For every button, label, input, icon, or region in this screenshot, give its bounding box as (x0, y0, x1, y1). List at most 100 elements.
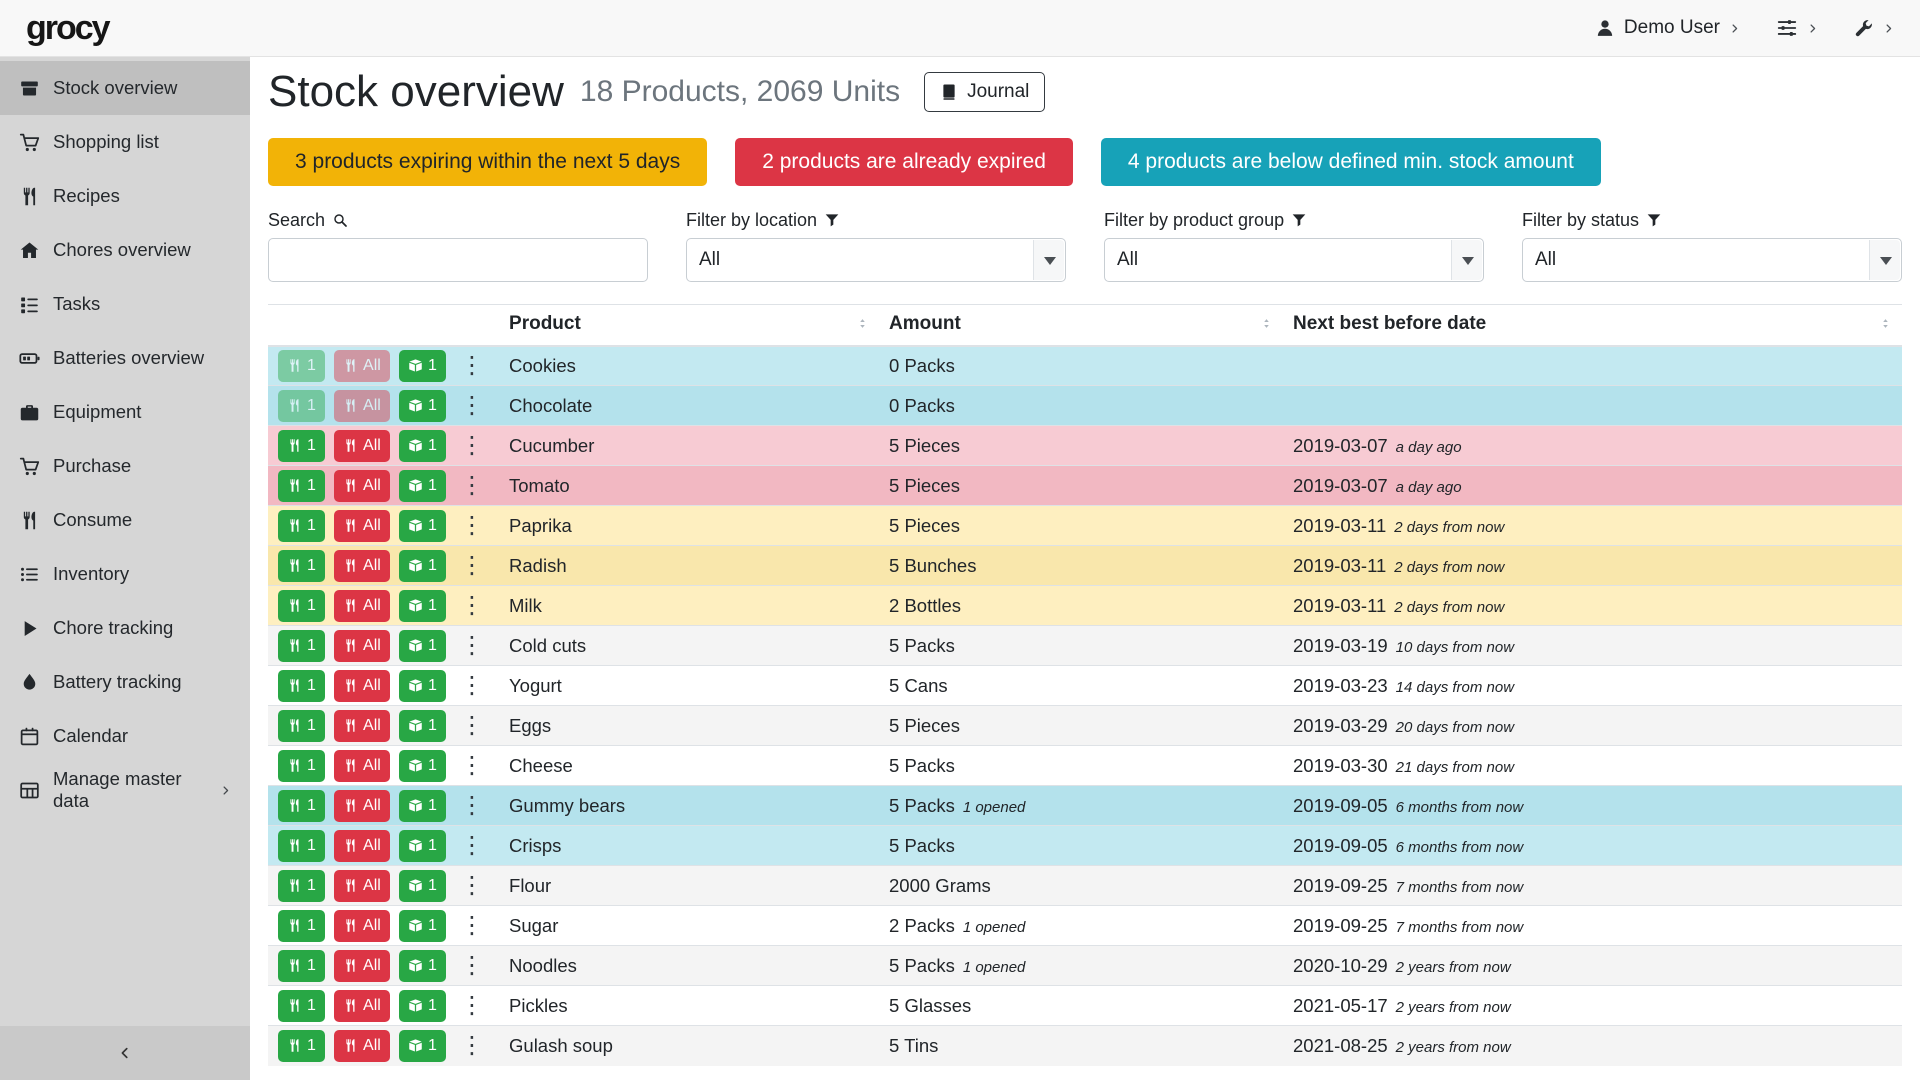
column-header-amount[interactable]: Amount (879, 303, 1284, 347)
row-menu-button[interactable]: ⋮ (455, 713, 489, 738)
consume-one-button[interactable]: 1 (278, 589, 325, 622)
consume-all-button[interactable]: All (334, 989, 390, 1022)
settings-menu[interactable] (1776, 17, 1818, 39)
consume-all-button[interactable]: All (334, 629, 390, 662)
search-input[interactable] (268, 237, 648, 282)
consume-all-button[interactable]: All (334, 829, 390, 862)
open-one-button[interactable]: 1 (398, 1029, 446, 1062)
consume-all-button[interactable]: All (334, 549, 390, 582)
row-menu-button[interactable]: ⋮ (455, 1033, 489, 1058)
open-one-button[interactable]: 1 (398, 549, 446, 582)
status-filter-select[interactable]: All (1522, 237, 1902, 282)
consume-all-button[interactable]: All (334, 1029, 390, 1062)
open-one-button[interactable]: 1 (398, 389, 446, 422)
sidebar-item-batteries-overview[interactable]: Batteries overview (0, 331, 250, 385)
consume-one-button[interactable]: 1 (278, 949, 325, 982)
column-header-product[interactable]: Product (499, 303, 880, 347)
consume-all-button[interactable]: All (334, 389, 390, 422)
sidebar-item-shopping-list[interactable]: Shopping list (0, 115, 250, 169)
consume-one-button[interactable]: 1 (278, 629, 325, 662)
open-one-button[interactable]: 1 (398, 429, 446, 462)
consume-all-button[interactable]: All (334, 669, 390, 702)
open-one-button[interactable]: 1 (398, 989, 446, 1022)
alert-danger[interactable]: 2 products are already expired (735, 137, 1073, 186)
sidebar-item-calendar[interactable]: Calendar (0, 709, 250, 763)
consume-all-button[interactable]: All (334, 709, 390, 742)
row-menu-button[interactable]: ⋮ (455, 633, 489, 658)
alert-info[interactable]: 4 products are below defined min. stock … (1100, 137, 1601, 186)
consume-one-button[interactable]: 1 (278, 669, 325, 702)
consume-all-button[interactable]: All (334, 949, 390, 982)
consume-one-button[interactable]: 1 (278, 549, 325, 582)
open-one-button[interactable]: 1 (398, 829, 446, 862)
row-menu-button[interactable]: ⋮ (455, 673, 489, 698)
open-one-button[interactable]: 1 (398, 869, 446, 902)
consume-one-button[interactable]: 1 (278, 349, 325, 382)
row-menu-button[interactable]: ⋮ (455, 593, 489, 618)
open-one-button[interactable]: 1 (398, 509, 446, 542)
consume-one-button[interactable]: 1 (278, 989, 325, 1022)
sidebar-item-battery-tracking[interactable]: Battery tracking (0, 655, 250, 709)
sidebar-item-chore-tracking[interactable]: Chore tracking (0, 601, 250, 655)
consume-one-button[interactable]: 1 (278, 789, 325, 822)
sort-icon[interactable] (1260, 315, 1273, 332)
sort-icon[interactable] (1879, 315, 1892, 332)
row-menu-button[interactable]: ⋮ (455, 553, 489, 578)
consume-one-button[interactable]: 1 (278, 1029, 325, 1062)
open-one-button[interactable]: 1 (398, 469, 446, 502)
sidebar-item-manage-master-data[interactable]: Manage master data (0, 763, 250, 817)
consume-one-button[interactable]: 1 (278, 469, 325, 502)
sidebar-item-stock-overview[interactable]: Stock overview (0, 61, 250, 115)
alert-warning[interactable]: 3 products expiring within the next 5 da… (268, 137, 708, 186)
product-group-filter-select[interactable]: All (1104, 237, 1484, 282)
open-one-button[interactable]: 1 (398, 669, 446, 702)
sidebar-item-chores-overview[interactable]: Chores overview (0, 223, 250, 277)
open-one-button[interactable]: 1 (398, 909, 446, 942)
consume-all-button[interactable]: All (334, 789, 390, 822)
sidebar-item-purchase[interactable]: Purchase (0, 439, 250, 493)
row-menu-button[interactable]: ⋮ (455, 513, 489, 538)
consume-all-button[interactable]: All (334, 429, 390, 462)
sidebar-item-consume[interactable]: Consume (0, 493, 250, 547)
column-header-next-best-before-date[interactable]: Next best before date (1283, 303, 1902, 347)
consume-one-button[interactable]: 1 (278, 749, 325, 782)
open-one-button[interactable]: 1 (398, 629, 446, 662)
row-menu-button[interactable]: ⋮ (455, 433, 489, 458)
consume-one-button[interactable]: 1 (278, 829, 325, 862)
open-one-button[interactable]: 1 (398, 589, 446, 622)
sort-icon[interactable] (856, 315, 869, 332)
consume-all-button[interactable]: All (334, 869, 390, 902)
consume-all-button[interactable]: All (334, 509, 390, 542)
row-menu-button[interactable]: ⋮ (455, 393, 489, 418)
sidebar-item-equipment[interactable]: Equipment (0, 385, 250, 439)
row-menu-button[interactable]: ⋮ (455, 833, 489, 858)
row-menu-button[interactable]: ⋮ (455, 793, 489, 818)
consume-all-button[interactable]: All (334, 909, 390, 942)
journal-button[interactable]: Journal (924, 72, 1046, 113)
consume-one-button[interactable]: 1 (278, 429, 325, 462)
sidebar-collapse-button[interactable] (0, 1026, 250, 1080)
row-menu-button[interactable]: ⋮ (455, 753, 489, 778)
open-one-button[interactable]: 1 (398, 749, 446, 782)
consume-one-button[interactable]: 1 (278, 909, 325, 942)
consume-all-button[interactable]: All (334, 349, 390, 382)
user-menu[interactable]: Demo User (1595, 17, 1740, 39)
consume-all-button[interactable]: All (334, 469, 390, 502)
open-one-button[interactable]: 1 (398, 789, 446, 822)
location-filter-select[interactable]: All (686, 237, 1066, 282)
app-logo[interactable]: grocy (26, 8, 111, 47)
row-menu-button[interactable]: ⋮ (455, 353, 489, 378)
row-menu-button[interactable]: ⋮ (455, 953, 489, 978)
open-one-button[interactable]: 1 (398, 949, 446, 982)
consume-one-button[interactable]: 1 (278, 509, 325, 542)
consume-one-button[interactable]: 1 (278, 389, 325, 422)
consume-one-button[interactable]: 1 (278, 709, 325, 742)
row-menu-button[interactable]: ⋮ (455, 993, 489, 1018)
open-one-button[interactable]: 1 (398, 349, 446, 382)
sidebar-item-tasks[interactable]: Tasks (0, 277, 250, 331)
sidebar-item-recipes[interactable]: Recipes (0, 169, 250, 223)
row-menu-button[interactable]: ⋮ (455, 913, 489, 938)
consume-all-button[interactable]: All (334, 749, 390, 782)
sidebar-item-inventory[interactable]: Inventory (0, 547, 250, 601)
consume-one-button[interactable]: 1 (278, 869, 325, 902)
